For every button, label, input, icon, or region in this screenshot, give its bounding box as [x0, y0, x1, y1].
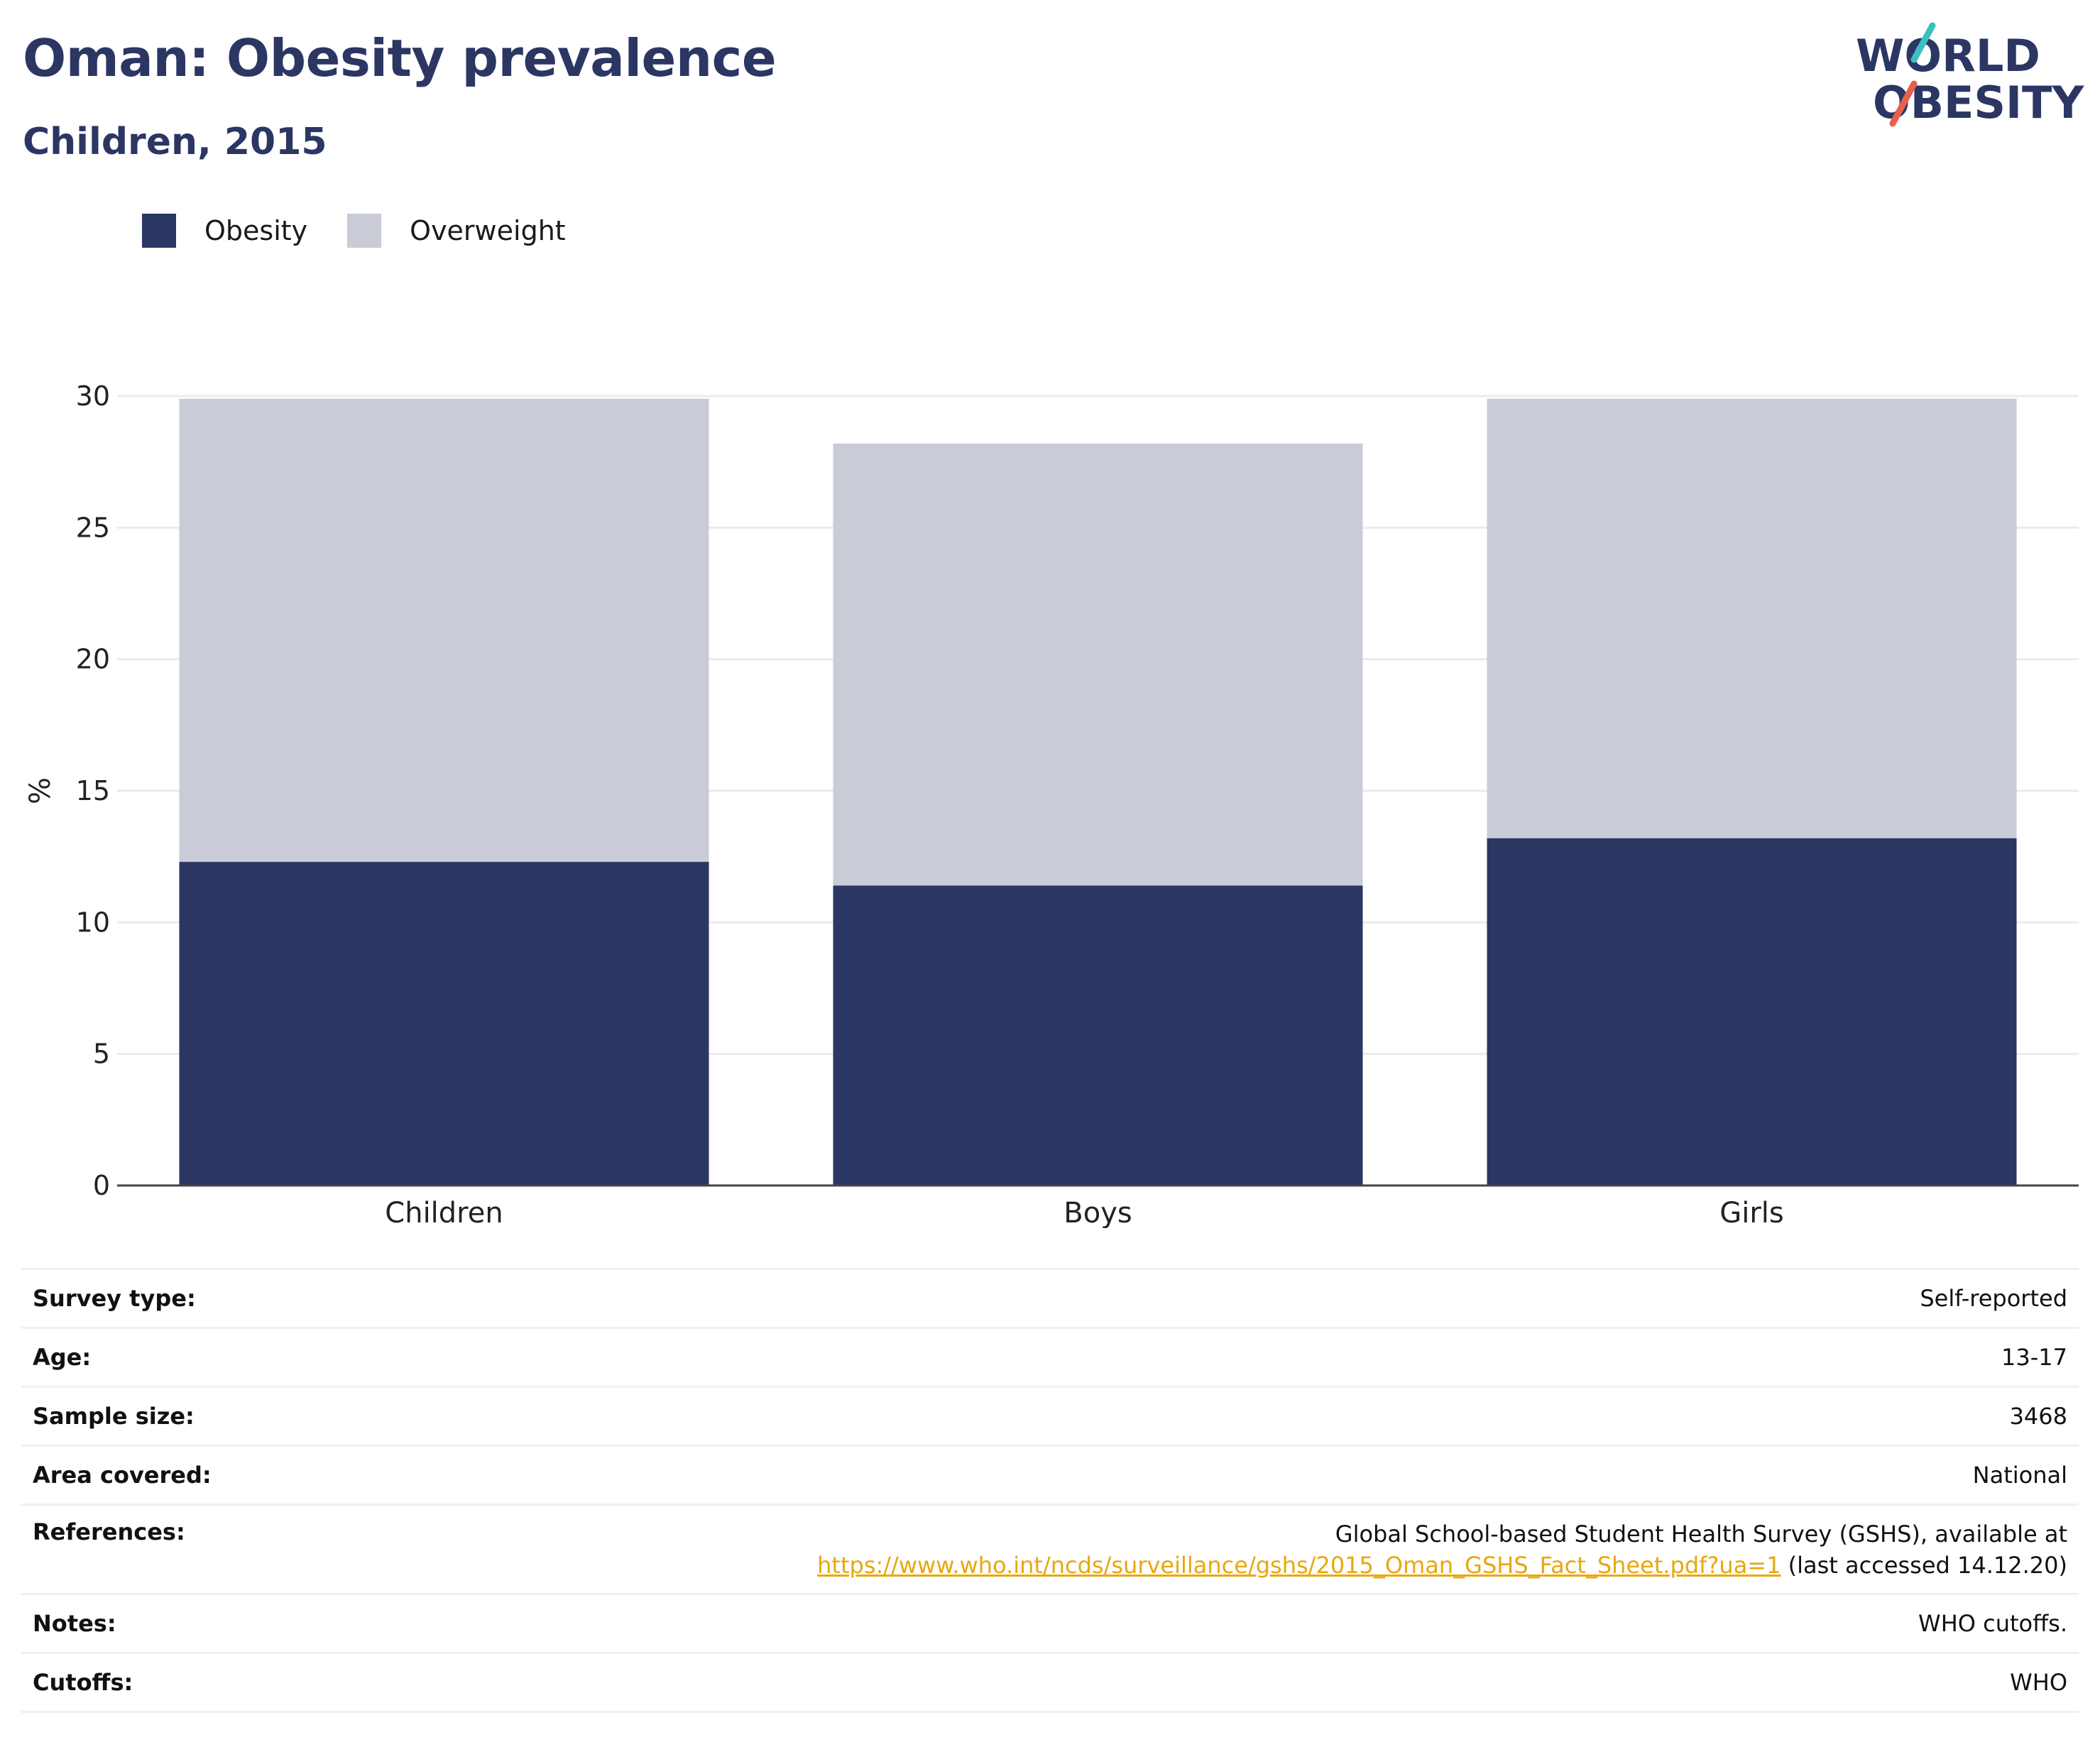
meta-label-sample-size: Sample size: [33, 1403, 195, 1430]
y-tick-label: 15 [76, 775, 110, 806]
world-obesity-logo: WORLD OBESITY [1846, 21, 2087, 149]
meta-row-notes: Notes: WHO cutoffs. [21, 1595, 2079, 1654]
bar-overweight-girls [1487, 398, 2017, 838]
meta-value-area-covered: National [1972, 1462, 2067, 1489]
bar-overweight-children [179, 398, 709, 862]
y-tick-label: 20 [76, 644, 110, 675]
y-tick-label: 30 [76, 380, 110, 412]
x-tick-label: Boys [1063, 1197, 1132, 1228]
logo-slash-bottom [1889, 80, 1918, 127]
meta-value-survey-type: Self-reported [1920, 1285, 2067, 1312]
chart-legend: Obesity Overweight [142, 209, 606, 252]
x-tick-label: Children [385, 1197, 503, 1228]
bar-obesity-girls [1487, 838, 2017, 1185]
y-axis-label: % [24, 777, 57, 804]
legend-item-obesity: Obesity [142, 214, 307, 248]
meta-row-age: Age: 13-17 [21, 1329, 2079, 1388]
legend-label-overweight: Overweight [410, 215, 566, 246]
x-tick-label: Girls [1719, 1197, 1784, 1228]
meta-label-age: Age: [33, 1344, 92, 1371]
meta-row-cutoffs: Cutoffs: WHO [21, 1654, 2079, 1713]
bar-overweight-boys [833, 443, 1363, 886]
meta-row-survey-type: Survey type: Self-reported [21, 1270, 2079, 1329]
meta-label-cutoffs: Cutoffs: [33, 1669, 133, 1696]
bar-obesity-children [179, 862, 709, 1185]
meta-label-references: References: [33, 1518, 185, 1545]
legend-swatch-obesity [142, 214, 176, 248]
logo-line1: WORLD [1856, 30, 2040, 82]
page-subtitle: Children, 2015 [23, 121, 327, 163]
references-link[interactable]: https://www.who.int/ncds/surveillance/gs… [817, 1552, 1781, 1579]
logo-slash-top [1910, 22, 1936, 63]
bar-obesity-boys [833, 885, 1363, 1185]
stacked-bar-chart: 0 5 10 15 20 25 30% Children Boys Girls [24, 380, 2079, 1228]
references-text: Global School-based Student Health Surve… [1335, 1521, 2067, 1548]
legend-swatch-overweight [347, 214, 382, 248]
y-tick-label: 0 [93, 1170, 110, 1201]
survey-metadata-table: Survey type: Self-reported Age: 13-17 Sa… [21, 1268, 2079, 1713]
meta-value-references: Global School-based Student Health Surve… [817, 1518, 2067, 1581]
y-tick-label: 10 [76, 907, 110, 938]
meta-value-sample-size: 3468 [2009, 1403, 2067, 1430]
y-tick-label: 5 [93, 1039, 110, 1070]
meta-value-notes: WHO cutoffs. [1918, 1610, 2067, 1637]
meta-row-references: References: Global School-based Student … [21, 1506, 2079, 1595]
meta-label-notes: Notes: [33, 1610, 116, 1637]
meta-value-cutoffs: WHO [2010, 1669, 2067, 1696]
legend-item-overweight: Overweight [347, 214, 566, 248]
page-title: Oman: Obesity prevalence [23, 28, 777, 88]
y-tick-label: 25 [76, 512, 110, 543]
meta-label-survey-type: Survey type: [33, 1285, 196, 1312]
legend-label-obesity: Obesity [204, 215, 308, 246]
meta-row-area-covered: Area covered: National [21, 1447, 2079, 1506]
meta-label-area-covered: Area covered: [33, 1462, 212, 1489]
meta-value-age: 13-17 [2001, 1344, 2067, 1371]
logo-line2: OBESITY [1873, 77, 2084, 128]
references-accessed: (last accessed 14.12.20) [1781, 1552, 2067, 1579]
meta-row-sample-size: Sample size: 3468 [21, 1388, 2079, 1447]
